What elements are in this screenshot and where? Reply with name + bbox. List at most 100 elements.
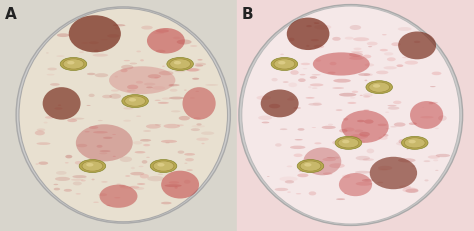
Ellipse shape: [112, 134, 116, 136]
Ellipse shape: [127, 90, 131, 93]
Ellipse shape: [164, 184, 182, 187]
Ellipse shape: [262, 122, 269, 124]
Ellipse shape: [396, 142, 409, 146]
Ellipse shape: [137, 51, 141, 53]
Ellipse shape: [344, 193, 346, 194]
Ellipse shape: [55, 177, 70, 181]
Ellipse shape: [143, 99, 149, 102]
Ellipse shape: [365, 80, 367, 82]
Ellipse shape: [349, 53, 363, 58]
Ellipse shape: [377, 169, 388, 171]
Ellipse shape: [129, 63, 137, 65]
Ellipse shape: [84, 131, 90, 133]
Ellipse shape: [146, 87, 153, 89]
Ellipse shape: [79, 52, 84, 54]
Ellipse shape: [428, 103, 433, 105]
Ellipse shape: [368, 47, 372, 48]
Ellipse shape: [296, 193, 301, 195]
Ellipse shape: [143, 144, 150, 147]
Ellipse shape: [288, 83, 297, 88]
Ellipse shape: [184, 163, 187, 164]
Ellipse shape: [364, 120, 374, 124]
Ellipse shape: [350, 26, 361, 31]
Ellipse shape: [169, 85, 180, 87]
Ellipse shape: [399, 185, 411, 189]
Ellipse shape: [428, 156, 440, 159]
Ellipse shape: [344, 128, 355, 132]
Ellipse shape: [336, 198, 345, 200]
Ellipse shape: [362, 179, 374, 182]
Ellipse shape: [310, 84, 323, 87]
Ellipse shape: [136, 81, 143, 84]
Ellipse shape: [164, 124, 180, 129]
Ellipse shape: [339, 129, 347, 133]
Ellipse shape: [185, 158, 194, 162]
Ellipse shape: [109, 67, 175, 95]
Ellipse shape: [293, 107, 301, 109]
Ellipse shape: [161, 171, 199, 199]
Ellipse shape: [258, 116, 272, 121]
Ellipse shape: [196, 124, 201, 126]
Ellipse shape: [174, 71, 185, 73]
Ellipse shape: [313, 53, 370, 76]
Ellipse shape: [141, 27, 153, 30]
Ellipse shape: [311, 75, 321, 76]
Ellipse shape: [346, 142, 354, 146]
Ellipse shape: [409, 123, 417, 125]
Ellipse shape: [73, 182, 82, 185]
Ellipse shape: [316, 166, 324, 170]
Ellipse shape: [269, 104, 280, 109]
Ellipse shape: [169, 85, 174, 88]
Ellipse shape: [396, 65, 403, 68]
Ellipse shape: [357, 140, 365, 144]
Ellipse shape: [76, 193, 81, 195]
Ellipse shape: [95, 74, 108, 78]
Ellipse shape: [287, 191, 291, 193]
Circle shape: [338, 138, 359, 148]
Ellipse shape: [155, 125, 161, 126]
Circle shape: [278, 62, 285, 65]
Ellipse shape: [178, 61, 185, 63]
Circle shape: [157, 163, 164, 167]
Ellipse shape: [76, 125, 133, 162]
Ellipse shape: [154, 32, 164, 35]
Ellipse shape: [87, 73, 95, 76]
Ellipse shape: [140, 174, 149, 179]
Ellipse shape: [158, 102, 169, 104]
Ellipse shape: [138, 166, 144, 167]
Ellipse shape: [332, 88, 344, 90]
Ellipse shape: [332, 38, 341, 42]
Ellipse shape: [364, 74, 373, 77]
Ellipse shape: [140, 60, 144, 62]
Ellipse shape: [155, 100, 161, 101]
Ellipse shape: [398, 32, 436, 60]
Ellipse shape: [43, 88, 81, 120]
Ellipse shape: [140, 139, 151, 142]
Ellipse shape: [273, 62, 275, 63]
Ellipse shape: [411, 165, 416, 167]
Ellipse shape: [355, 171, 371, 174]
Ellipse shape: [301, 64, 310, 66]
Ellipse shape: [303, 69, 307, 70]
Ellipse shape: [295, 140, 303, 141]
Ellipse shape: [130, 104, 135, 106]
Ellipse shape: [184, 90, 187, 91]
Ellipse shape: [297, 174, 309, 177]
Ellipse shape: [365, 180, 369, 181]
Ellipse shape: [328, 124, 333, 126]
Circle shape: [271, 58, 298, 71]
Ellipse shape: [54, 184, 58, 185]
Ellipse shape: [93, 202, 99, 203]
Ellipse shape: [435, 170, 438, 171]
Ellipse shape: [174, 187, 178, 189]
Ellipse shape: [120, 70, 128, 73]
Ellipse shape: [315, 60, 321, 63]
Ellipse shape: [65, 162, 69, 164]
Circle shape: [373, 85, 380, 88]
Ellipse shape: [184, 180, 191, 184]
Ellipse shape: [106, 205, 110, 206]
Ellipse shape: [320, 161, 323, 162]
Ellipse shape: [35, 131, 45, 136]
Ellipse shape: [92, 55, 108, 57]
Ellipse shape: [287, 99, 295, 101]
